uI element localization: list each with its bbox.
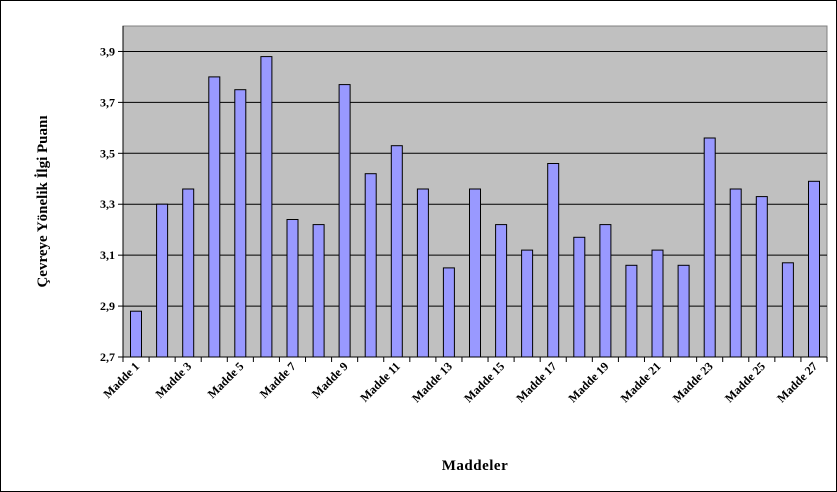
bar (521, 249, 534, 358)
bar (208, 76, 221, 358)
bar (755, 196, 768, 358)
y-tick-label: 3,7 (100, 95, 115, 109)
bar (416, 188, 429, 358)
y-tick-label: 3,5 (100, 146, 115, 160)
bar (364, 173, 377, 358)
bar (495, 224, 508, 358)
bar (338, 84, 351, 358)
bar (651, 249, 664, 358)
y-axis-title: Çevreye Yönelik İlgi Puanı (34, 115, 51, 287)
bar (781, 262, 794, 358)
bar (286, 219, 299, 358)
bar (260, 56, 273, 358)
axes (122, 26, 828, 362)
x-axis-title: Maddeler (442, 458, 508, 474)
bar (625, 264, 638, 358)
bar (234, 89, 247, 358)
bar (130, 310, 142, 358)
bar (547, 163, 560, 358)
bar (573, 236, 586, 358)
bar (808, 180, 820, 358)
bar (703, 137, 716, 358)
bar (442, 267, 455, 358)
bars (130, 56, 820, 358)
bar (729, 188, 742, 358)
bar (390, 145, 403, 358)
bar (312, 224, 325, 358)
y-tick-label: 3,1 (100, 248, 115, 262)
bar (156, 203, 169, 358)
y-tick-label: 2,7 (100, 350, 115, 364)
bar (677, 264, 690, 358)
y-tick-label: 3,3 (100, 197, 115, 211)
y-tick-labels: 2,7 2,9 3,1 3,3 3,5 3,7 3,9 (100, 44, 115, 364)
bar (182, 188, 195, 358)
y-tick-label: 2,9 (100, 299, 115, 313)
y-tick-label: 3,9 (100, 44, 115, 58)
bar (599, 224, 612, 358)
bar (469, 188, 481, 358)
